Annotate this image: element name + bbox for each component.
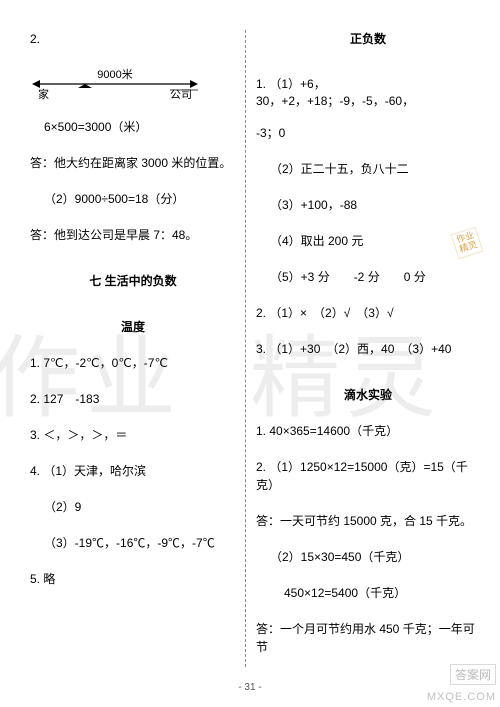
temp-q4a: 4. （1）天津，哈尔滨	[30, 462, 236, 480]
diagram-distance: 9000米	[97, 68, 132, 81]
drip-2ans: 答：一天可节约 15000 克，合 15 千克。	[256, 512, 480, 530]
diagram-home: 家	[38, 87, 49, 101]
diagram-company: 公司	[170, 89, 192, 101]
temp-q2: 2. 127 -183	[30, 390, 236, 408]
drip-3b: 450×12=5400（千克）	[256, 584, 480, 602]
temp-q1: 1. 7℃，-2℃，0℃，-7℃	[30, 354, 236, 372]
pn-1b: -3；0	[256, 124, 480, 142]
drip-2: 2. （1）1250×12=15000（克）=15（千克）	[256, 458, 480, 494]
subsection-temperature: 温度	[30, 318, 236, 336]
page-container: 2. 9000米 家 公司 6×500=3000（米） 答：他大约在距离家 30…	[0, 0, 500, 707]
calc1: 6×500=3000（米）	[30, 118, 236, 136]
pn-5: （5）+3 分 -2 分 0 分	[256, 268, 480, 286]
right-column: 正负数 1. （1）+6，30，+2，+18；-9，-5，-60， -3；0 （…	[246, 30, 480, 687]
drip-3ans: 答：一个月可节约用水 450 千克；一年可节	[256, 620, 480, 656]
corner-watermark: MXQE.COM	[427, 691, 496, 703]
ans2: 答：他到达公司是早晨 7：48。	[30, 226, 236, 244]
pn-4: （4）取出 200 元	[256, 232, 480, 250]
q2-label: 2.	[30, 30, 236, 48]
sub2: （2）9000÷500=18（分）	[30, 190, 236, 208]
pn-7: 3. （1）+30 （2）西，40 （3）+40	[256, 340, 480, 358]
section-title-negatives: 七 生活中的负数	[30, 272, 236, 290]
corner-watermark-top: 答案网	[450, 664, 496, 685]
subsection-posneg: 正负数	[256, 30, 480, 48]
temp-q4b: （2）9	[30, 498, 236, 516]
left-column: 2. 9000米 家 公司 6×500=3000（米） 答：他大约在距离家 30…	[30, 30, 246, 687]
distance-diagram: 9000米 家 公司	[30, 66, 200, 104]
pn-6: 2. （1）× （2）√ （3）√	[256, 304, 480, 322]
pn-1a: 1. （1）+6，30，+2，+18；-9，-5，-60，	[256, 76, 480, 110]
page-number: - 31 -	[0, 682, 500, 693]
ans1: 答：他大约在距离家 3000 米的位置。	[30, 154, 236, 172]
column-divider	[245, 30, 246, 667]
drip-1: 1. 40×365=14600（千克）	[256, 422, 480, 440]
temp-q4c: （3）-19℃，-16℃，-9℃，-7℃	[30, 534, 236, 552]
subsection-drip: 滴水实验	[256, 386, 480, 404]
pn-2: （2）正二十五，负八十二	[256, 160, 480, 178]
temp-q3: 3. ＜，＞，＞，＝	[30, 426, 236, 444]
temp-q5: 5. 略	[30, 570, 236, 588]
drip-3: （2）15×30=450（千克）	[256, 548, 480, 566]
pn-3: （3）+100，-88	[256, 196, 480, 214]
